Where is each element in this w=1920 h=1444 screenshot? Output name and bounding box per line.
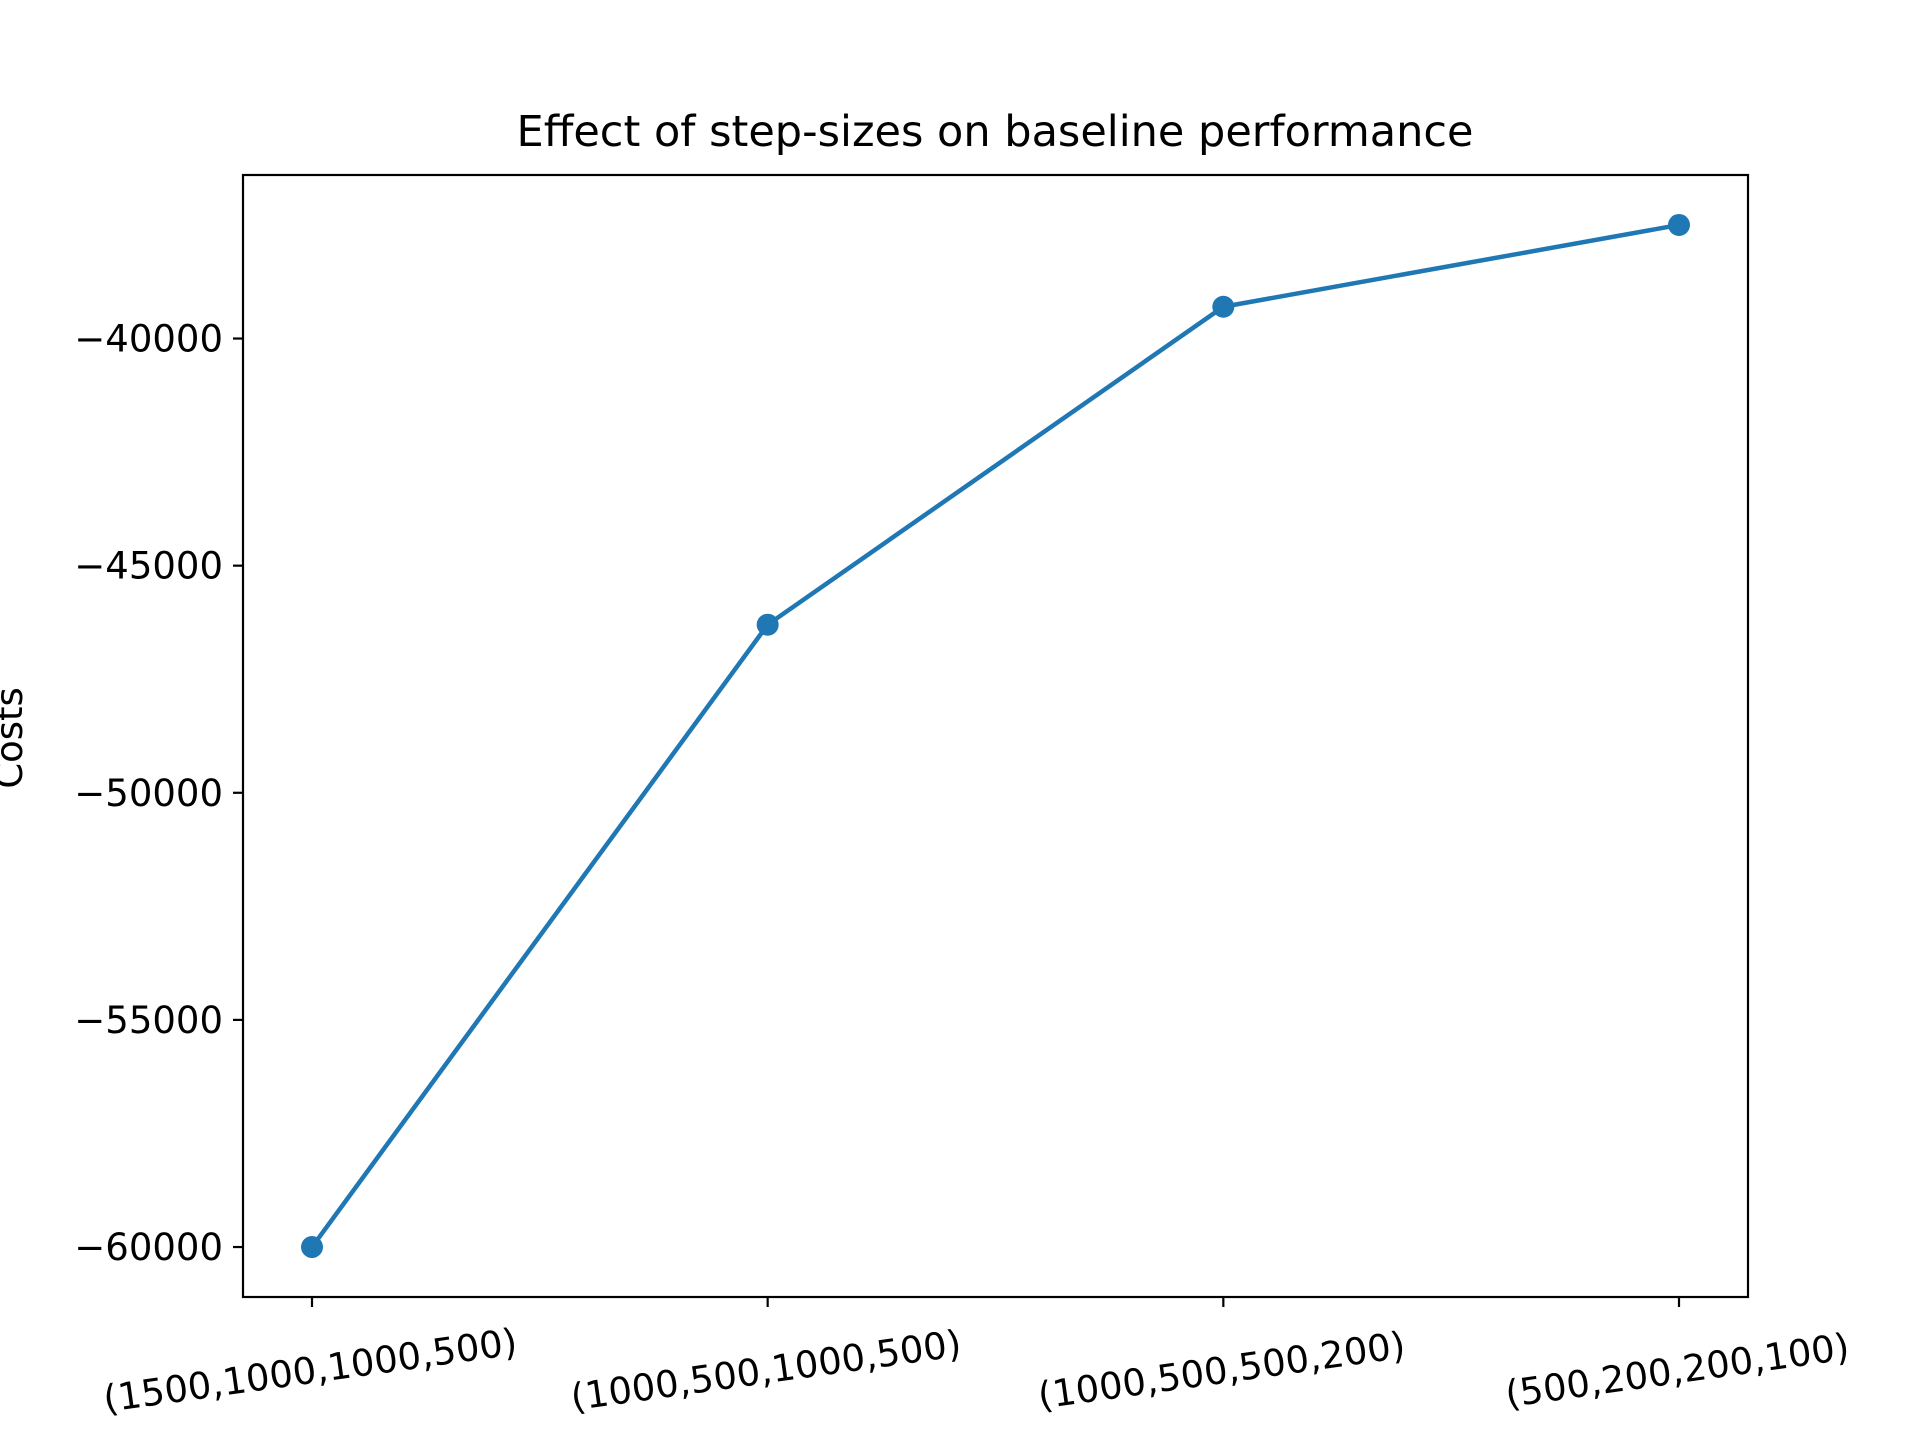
data-point [1668, 213, 1690, 236]
chart-title: Effect of step-sizes on baseline perform… [517, 107, 1474, 157]
y-tick-label: −55000 [74, 999, 223, 1042]
y-axis-ticks: −60000 −55000 −50000 −45000 −40000 [74, 318, 243, 1269]
x-axis-ticks: (1500,1000,1000,500) (1000,500,1000,500) (… [101, 1297, 1852, 1421]
data-point [756, 613, 779, 636]
x-tick-label: (1500,1000,1000,500) [101, 1320, 520, 1421]
y-tick-label: −40000 [74, 318, 223, 361]
y-tick-label: −60000 [74, 1226, 223, 1269]
data-point [301, 1236, 323, 1259]
series-line [310, 222, 1680, 1249]
y-tick-label: −50000 [74, 772, 223, 815]
plot-frame [241, 173, 1750, 1299]
x-tick-label: (1000,500,1000,500) [568, 1322, 964, 1419]
x-tick-label: (1000,500,500,200) [1035, 1324, 1408, 1418]
data-point [1212, 295, 1235, 318]
y-axis-label: Costs [0, 687, 31, 789]
series-layer [301, 213, 1690, 1259]
y-tick-label: −45000 [74, 545, 223, 588]
x-tick-label: (500,200,200,100) [1503, 1325, 1852, 1416]
